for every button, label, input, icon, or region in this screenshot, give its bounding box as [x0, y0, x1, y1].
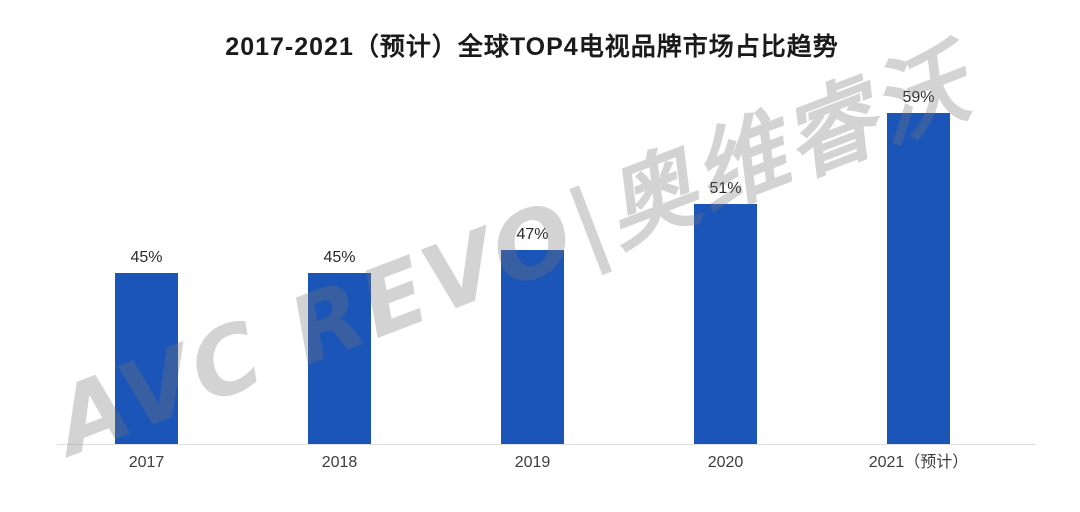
bar-value-label: 51%: [709, 180, 742, 197]
x-axis-label: 2021（预计）: [868, 454, 969, 471]
bar-value-label: 59%: [902, 89, 935, 106]
bar: [501, 250, 564, 444]
bar: [887, 113, 950, 444]
x-axis-label: 2017: [128, 454, 165, 471]
bar-value-label: 47%: [516, 226, 549, 243]
bar-group-2018: 45% 2018: [243, 0, 436, 471]
bar-group-2019: 47% 2019: [436, 0, 629, 471]
x-axis-label: 2019: [514, 454, 551, 471]
bar: [115, 273, 178, 444]
bar-series: 45% 2017 45% 2018 47% 2019 51% 2020 59% 2021（预计）: [50, 0, 1015, 471]
bar-value-label: 45%: [130, 249, 163, 266]
chart-title: 2017-2021（预计）全球TOP4电视品牌市场占比趋势: [225, 33, 839, 61]
bar: [308, 273, 371, 444]
x-axis-line: [57, 444, 1035, 445]
bar: [694, 204, 757, 444]
x-axis-label: 2018: [321, 454, 358, 471]
bar-value-label: 45%: [323, 249, 356, 266]
bar-group-2021（预计）: 59% 2021（预计）: [822, 0, 1015, 471]
bar-group-2020: 51% 2020: [629, 0, 822, 471]
bar-group-2017: 45% 2017: [50, 0, 243, 471]
x-axis-label: 2020: [707, 454, 744, 471]
